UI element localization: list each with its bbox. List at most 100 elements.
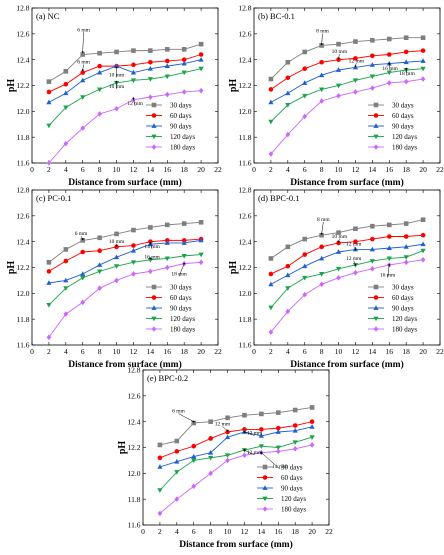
legend-entry: 90 days bbox=[392, 305, 414, 313]
data-point bbox=[336, 275, 341, 281]
legend-marker bbox=[373, 123, 379, 128]
data-point bbox=[147, 66, 153, 71]
x-axis-label: Distance from surface (mm) bbox=[290, 359, 404, 370]
annotation-label: 12 mm bbox=[346, 256, 362, 262]
x-axis-label: Distance from surface (mm) bbox=[179, 539, 293, 550]
chart-panel: 0 2 4 6 8 10 12 14 16 18 20 22 11.6 11.8 12.0 12.2 12.4 1… bbox=[6, 4, 222, 188]
data-point bbox=[319, 272, 325, 277]
data-point bbox=[198, 41, 204, 47]
data-point bbox=[131, 227, 136, 233]
data-point bbox=[63, 258, 69, 264]
data-point bbox=[80, 238, 86, 243]
data-point bbox=[63, 90, 69, 96]
data-point bbox=[208, 419, 213, 424]
data-point bbox=[335, 249, 342, 254]
series-line bbox=[48, 261, 202, 338]
legend-marker bbox=[262, 496, 268, 502]
data-point bbox=[268, 281, 274, 287]
annotation-arrow bbox=[389, 63, 391, 72]
legend-entry: 90 days bbox=[170, 123, 192, 131]
data-point bbox=[208, 449, 214, 455]
x-tick-label: 10 bbox=[335, 347, 343, 356]
series-line bbox=[270, 60, 424, 103]
data-point bbox=[353, 56, 358, 61]
data-point bbox=[258, 433, 264, 438]
data-point bbox=[114, 231, 119, 237]
data-point bbox=[275, 429, 281, 434]
series-line bbox=[48, 59, 202, 103]
x-tick-label: 18 bbox=[180, 165, 188, 174]
data-point bbox=[403, 35, 409, 41]
data-point bbox=[46, 99, 52, 105]
data-point bbox=[97, 69, 103, 75]
x-tick-label: 16 bbox=[386, 347, 394, 356]
series-line bbox=[159, 436, 313, 491]
data-point bbox=[164, 256, 170, 262]
data-point bbox=[292, 428, 298, 433]
data-point bbox=[302, 49, 308, 55]
data-point bbox=[191, 458, 197, 464]
x-tick-label: 2 bbox=[269, 165, 273, 174]
x-tick-label: 14 bbox=[369, 347, 377, 356]
x-tick-label: 8 bbox=[98, 165, 102, 174]
data-point bbox=[353, 269, 358, 276]
data-point bbox=[114, 277, 119, 284]
legend-marker bbox=[373, 113, 379, 118]
panel-title: (a) NC bbox=[36, 11, 60, 21]
y-tick-label: 12.4 bbox=[238, 237, 251, 246]
data-point bbox=[386, 234, 392, 239]
data-point bbox=[268, 329, 274, 335]
panel-title: (b) BC-0.1 bbox=[258, 11, 295, 21]
data-point bbox=[46, 334, 52, 341]
data-point bbox=[131, 243, 136, 248]
legend-entry: 120 days bbox=[392, 315, 417, 323]
chart-panel: 0 2 4 6 8 10 12 14 16 18 20 22 11.6 11.8 12.0 12.2 12.4 1… bbox=[117, 366, 333, 550]
data-point bbox=[285, 308, 291, 315]
y-tick-label: 12.8 bbox=[16, 186, 29, 195]
data-point bbox=[353, 39, 358, 44]
data-point bbox=[157, 488, 163, 493]
data-point bbox=[319, 98, 324, 104]
annotation-label: 16 mm bbox=[380, 273, 396, 279]
legend-marker bbox=[373, 316, 379, 322]
annotation-label: 14 mm bbox=[272, 464, 288, 470]
data-point bbox=[46, 260, 52, 265]
legend-marker bbox=[151, 295, 157, 300]
annotation-label: 16 mm bbox=[382, 66, 398, 72]
x-tick-label: 0 bbox=[252, 165, 256, 174]
data-point bbox=[319, 59, 324, 65]
data-point bbox=[97, 87, 103, 93]
x-tick-label: 18 bbox=[402, 347, 410, 356]
panel-title: (e) BPC-0.2 bbox=[147, 373, 188, 383]
data-point bbox=[268, 119, 274, 125]
y-tick-label: 12.0 bbox=[127, 469, 140, 478]
data-point bbox=[369, 246, 375, 252]
annotation-arrow bbox=[82, 64, 84, 71]
data-point bbox=[131, 271, 136, 277]
annotation-label: 6 mm bbox=[75, 231, 88, 237]
data-point bbox=[164, 240, 170, 245]
x-tick-label: 8 bbox=[320, 165, 324, 174]
series-line bbox=[159, 407, 313, 446]
data-point bbox=[386, 222, 392, 228]
annotation-label: 10 mm bbox=[332, 234, 348, 240]
y-tick-label: 12.6 bbox=[16, 211, 29, 220]
data-point bbox=[336, 240, 341, 246]
x-tick-label: 10 bbox=[113, 165, 121, 174]
y-axis-label: pH bbox=[6, 79, 17, 93]
data-point bbox=[174, 438, 180, 444]
data-point bbox=[181, 60, 187, 66]
data-point bbox=[386, 245, 392, 251]
data-point bbox=[130, 248, 137, 253]
data-point bbox=[80, 271, 86, 276]
data-point bbox=[302, 93, 308, 99]
data-point bbox=[336, 230, 341, 235]
data-point bbox=[148, 225, 153, 230]
legend-marker bbox=[262, 485, 268, 490]
data-point bbox=[403, 244, 409, 249]
annotation-label: 10 mm bbox=[332, 49, 348, 55]
data-point bbox=[420, 217, 426, 223]
annotation-arrowhead bbox=[81, 238, 84, 240]
x-tick-label: 8 bbox=[209, 527, 213, 536]
y-tick-label: 12.8 bbox=[238, 186, 251, 195]
